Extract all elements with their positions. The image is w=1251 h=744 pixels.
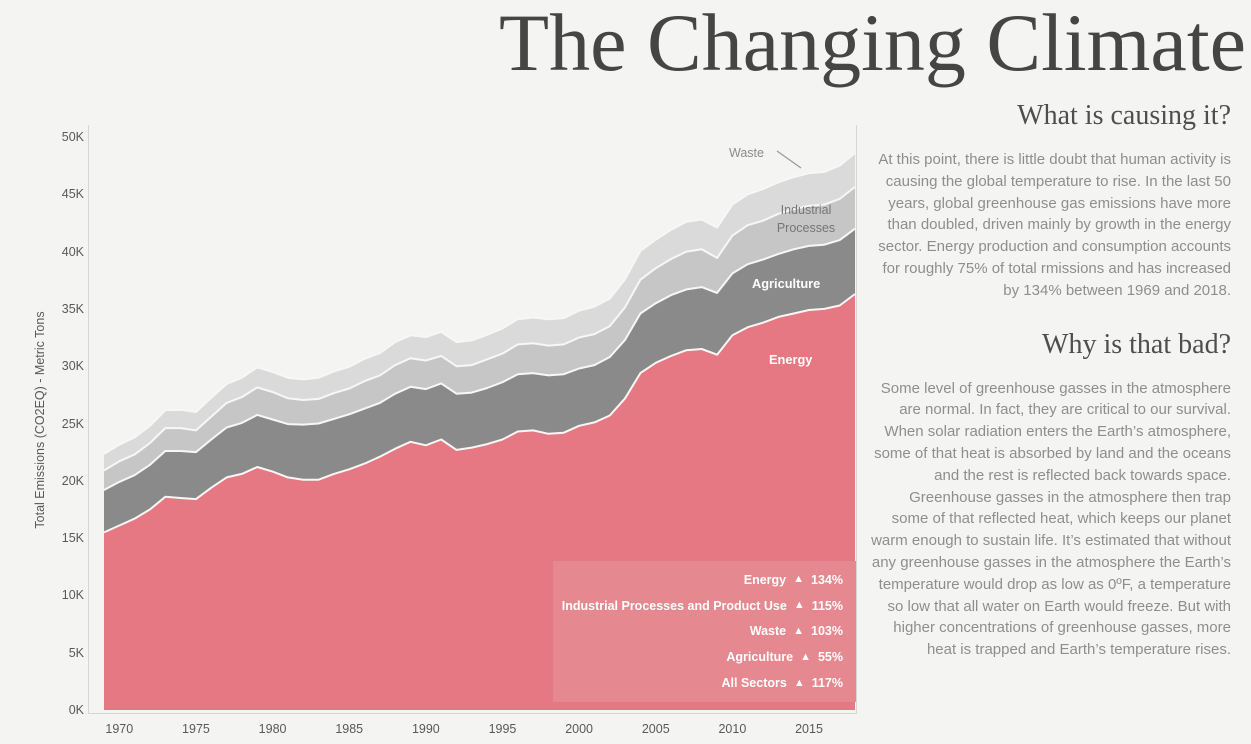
legend-delta-value: 55% — [817, 650, 843, 665]
y-tick-label: 20K — [61, 473, 84, 488]
increase-triangle-icon: ▲ — [793, 624, 805, 637]
x-tick-label: 2005 — [641, 722, 670, 736]
increase-triangle-icon: ▲ — [793, 599, 805, 612]
legend-label: Energy — [743, 572, 787, 587]
page-title: The Changing Climate — [499, 0, 1246, 88]
chart-legend: Energy ▲ 134% Industrial Processes and Prod… — [553, 561, 856, 702]
y-tick-label: 45K — [61, 187, 84, 202]
y-axis-line — [88, 125, 89, 714]
x-tick-label: 2010 — [718, 722, 747, 736]
legend-delta-value: 117% — [811, 676, 843, 691]
increase-triangle-icon: ▲ — [793, 573, 805, 586]
area-label-agriculture: Agriculture — [752, 276, 821, 291]
x-tick-label: 1975 — [182, 722, 210, 736]
y-tick-label: 25K — [61, 416, 84, 431]
section-heading-why-is-that-bad: Why is that bad? — [1042, 328, 1231, 360]
legend-row-industrial-processes-and-product-use: Industrial Processes and Product Use ▲ 115… — [553, 599, 856, 613]
legend-label: Agriculture — [726, 650, 794, 665]
legend-label: Waste — [749, 624, 787, 639]
y-tick-label: 0K — [68, 703, 84, 717]
legend-label: All Sectors — [721, 676, 787, 691]
legend-row-all-sectors: All Sectors ▲ 117% — [553, 676, 856, 690]
x-tick-label: 1980 — [258, 722, 287, 736]
area-top-edge — [103, 152, 856, 455]
area-top-edge — [103, 293, 856, 534]
increase-triangle-icon: ▲ — [793, 676, 805, 689]
y-tick-label: 50K — [61, 130, 84, 144]
area-label-energy: Energy — [769, 352, 813, 367]
x-tick-label: 1985 — [335, 722, 364, 736]
increase-triangle-icon: ▲ — [800, 650, 811, 663]
legend-delta-value: 115% — [811, 598, 843, 613]
section-body-why-is-that-bad: Some level of greenhouse gasses in the a… — [871, 379, 1231, 659]
x-tick-label: 2000 — [565, 722, 594, 736]
area-label-waste: Waste — [729, 146, 764, 160]
y-tick-label: 40K — [61, 244, 84, 259]
waste-callout-line — [776, 150, 802, 169]
legend-label: Industrial Processes and Product Use — [561, 598, 787, 613]
y-tick-label: 35K — [61, 301, 84, 316]
area-label-industrial-processes: Industrial Processes — [776, 203, 836, 235]
y-tick-label: 10K — [61, 588, 84, 603]
section-heading-what-is-causing-it: What is causing it? — [1017, 100, 1231, 131]
legend-row-waste: Waste ▲ 103% — [553, 624, 856, 638]
plot-right-border — [856, 125, 857, 714]
legend-delta-value: 134% — [811, 572, 843, 587]
section-body-what-is-causing-it: At this point, there is little doubt tha… — [878, 151, 1231, 299]
x-axis-line — [88, 713, 857, 714]
y-tick-label: 30K — [61, 359, 84, 374]
area-top-edge — [103, 186, 856, 472]
y-tick-label: 5K — [68, 645, 84, 660]
emissions-stacked-area-chart: Total Emissions (CO2EQ) - Metric Tons 0K… — [33, 125, 857, 736]
legend-delta-value: 103% — [811, 624, 843, 639]
right-column: What is causing it? At this point, there… — [871, 100, 1231, 688]
x-tick-label: 1990 — [411, 722, 440, 736]
area-top-edge — [103, 227, 856, 491]
y-tick-label: 15K — [61, 531, 84, 546]
legend-row-energy: Energy ▲ 134% — [553, 573, 856, 587]
x-tick-label: 2015 — [795, 722, 823, 736]
x-tick-label: 1970 — [105, 722, 134, 736]
x-tick-label: 1995 — [488, 722, 517, 736]
legend-row-agriculture: Agriculture ▲ 55% — [553, 650, 856, 664]
